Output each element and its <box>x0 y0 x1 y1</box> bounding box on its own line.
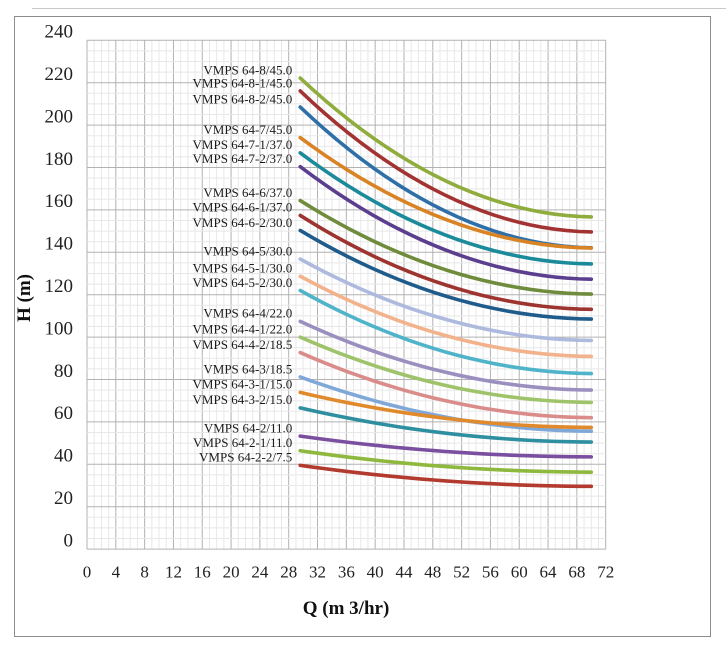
svg-text:200: 200 <box>45 106 74 127</box>
svg-text:120: 120 <box>45 276 74 297</box>
svg-text:52: 52 <box>453 563 470 582</box>
svg-text:16: 16 <box>194 563 211 582</box>
svg-text:VMPS 64-3-1/15.0: VMPS 64-3-1/15.0 <box>193 377 293 392</box>
svg-text:80: 80 <box>54 361 73 382</box>
svg-text:20: 20 <box>223 563 240 582</box>
svg-text:VMPS 64-5-2/30.0: VMPS 64-5-2/30.0 <box>193 275 293 290</box>
svg-text:12: 12 <box>165 563 182 582</box>
svg-text:8: 8 <box>140 563 149 582</box>
svg-text:VMPS 64-4/22.0: VMPS 64-4/22.0 <box>203 306 292 321</box>
svg-text:28: 28 <box>280 563 297 582</box>
svg-text:VMPS 64-5-1/30.0: VMPS 64-5-1/30.0 <box>193 261 293 276</box>
svg-text:VMPS 64-6-1/37.0: VMPS 64-6-1/37.0 <box>193 200 293 215</box>
svg-text:VMPS 64-5/30.0: VMPS 64-5/30.0 <box>203 243 292 258</box>
svg-text:160: 160 <box>45 191 74 212</box>
svg-text:VMPS 64-2-2/7.5: VMPS 64-2-2/7.5 <box>199 450 292 465</box>
svg-text:VMPS 64-3-2/15.0: VMPS 64-3-2/15.0 <box>193 392 293 407</box>
svg-text:40: 40 <box>367 563 384 582</box>
svg-text:64: 64 <box>540 563 558 582</box>
svg-text:VMPS 64-7-1/37.0: VMPS 64-7-1/37.0 <box>193 137 293 152</box>
svg-text:36: 36 <box>338 563 355 582</box>
svg-text:VMPS 64-8-2/45.0: VMPS 64-8-2/45.0 <box>193 91 293 106</box>
svg-text:VMPS 64-2/11.0: VMPS 64-2/11.0 <box>204 420 292 435</box>
svg-text:32: 32 <box>309 563 326 582</box>
svg-text:40: 40 <box>54 446 73 467</box>
svg-text:VMPS 64-6-2/30.0: VMPS 64-6-2/30.0 <box>193 215 293 230</box>
svg-text:4: 4 <box>112 563 121 582</box>
svg-text:VMPS 64-7/45.0: VMPS 64-7/45.0 <box>203 122 292 137</box>
svg-text:240: 240 <box>45 22 74 43</box>
svg-text:60: 60 <box>54 403 73 424</box>
svg-text:VMPS 64-2-1/11.0: VMPS 64-2-1/11.0 <box>193 435 292 450</box>
svg-text:220: 220 <box>45 64 74 85</box>
svg-text:68: 68 <box>568 563 585 582</box>
svg-text:VMPS 64-4-1/22.0: VMPS 64-4-1/22.0 <box>193 321 293 336</box>
svg-text:100: 100 <box>45 318 74 339</box>
svg-text:20: 20 <box>54 488 73 509</box>
svg-text:60: 60 <box>511 563 528 582</box>
svg-text:72: 72 <box>597 563 614 582</box>
svg-text:VMPS 64-8-1/45.0: VMPS 64-8-1/45.0 <box>193 75 293 90</box>
svg-text:0: 0 <box>83 563 92 582</box>
svg-text:140: 140 <box>45 234 74 255</box>
svg-text:VMPS 64-6/37.0: VMPS 64-6/37.0 <box>203 185 292 200</box>
svg-text:56: 56 <box>482 563 499 582</box>
svg-text:VMPS 64-3/18.5: VMPS 64-3/18.5 <box>203 361 292 376</box>
svg-text:180: 180 <box>45 149 74 170</box>
svg-text:VMPS 64-7-2/37.0: VMPS 64-7-2/37.0 <box>193 151 293 166</box>
svg-text:VMPS 64-4-2/18.5: VMPS 64-4-2/18.5 <box>193 337 293 352</box>
svg-text:44: 44 <box>395 563 413 582</box>
svg-text:48: 48 <box>424 563 441 582</box>
svg-text:24: 24 <box>251 563 269 582</box>
svg-text:0: 0 <box>64 530 74 551</box>
